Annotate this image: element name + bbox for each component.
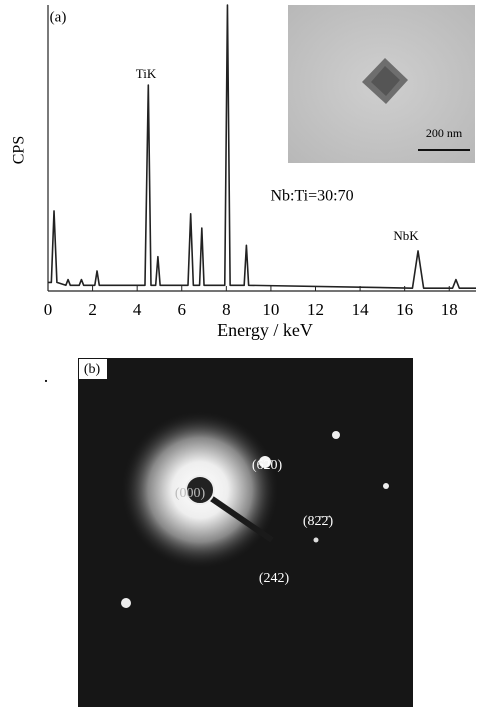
x-tick-label: 2 [88,300,97,319]
inset-image [288,5,475,163]
spectrum-line [48,4,476,289]
x-tick-label: 10 [262,300,279,319]
panel-label: (a) [50,9,67,25]
side-mark: . [44,366,49,386]
spot-label: (82̄2̄) [303,514,334,529]
x-tick-label: 8 [222,300,231,319]
x-tick-label: 18 [441,300,458,319]
spot-label: (000) [175,486,206,501]
x-tick-label: 6 [178,300,187,319]
spot-label: (62̄0) [252,458,283,473]
scale-label: 200 nm [426,126,463,140]
panel-label: (b) [84,362,101,377]
x-tick-label: 4 [133,300,142,319]
x-tick-label: 0 [44,300,53,319]
x-tick-label: 12 [307,300,324,319]
x-axis-label: Energy / keV [217,320,313,340]
x-tick-label: 16 [396,300,413,319]
diffraction-image [78,358,413,707]
y-axis-label: CPS [11,136,28,164]
annotation: Nb:Ti=30:70 [270,188,353,205]
annotation: TiK [136,66,157,81]
spot-label: (242) [259,571,290,586]
x-tick-label: 14 [352,300,370,319]
annotation: NbK [393,228,419,243]
